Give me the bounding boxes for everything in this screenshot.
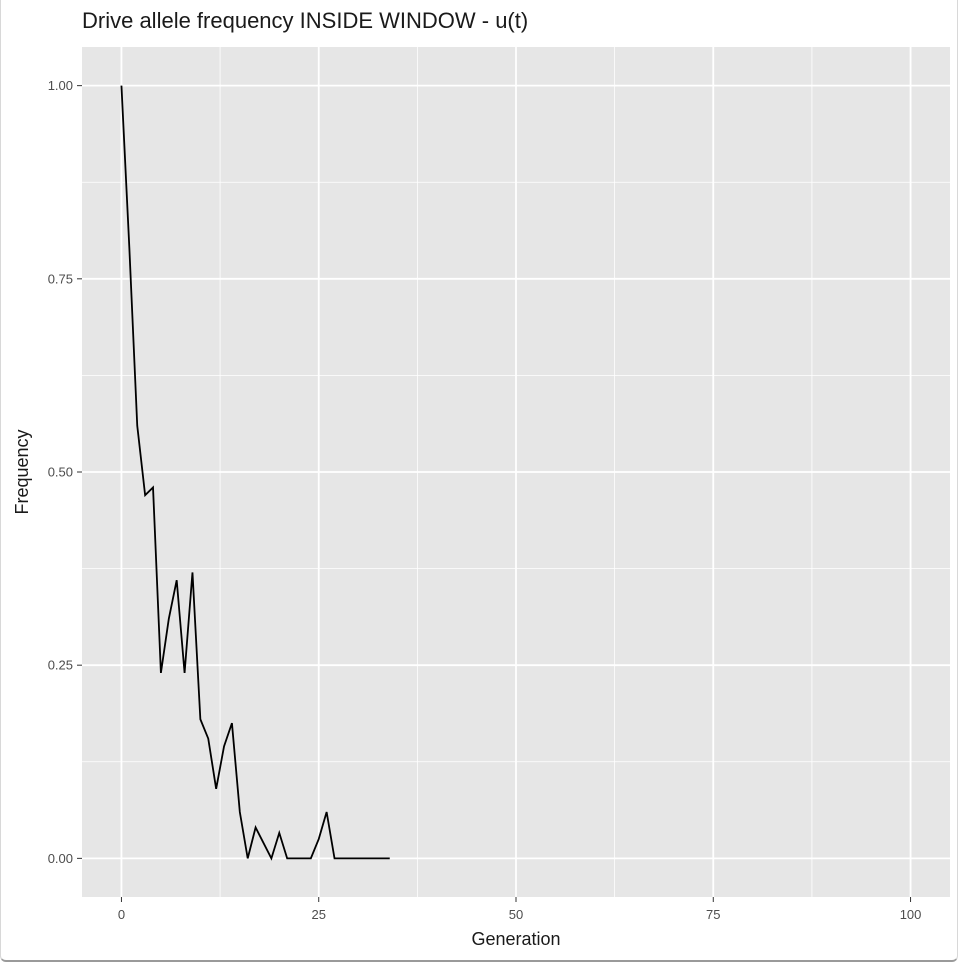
y-tick-label: 0.75 [48, 271, 73, 286]
x-tick-label: 25 [311, 907, 325, 922]
chart-title: Drive allele frequency INSIDE WINDOW - u… [82, 8, 528, 33]
x-tick-label: 50 [509, 907, 523, 922]
y-axis-title: Frequency [12, 429, 32, 514]
y-tick-label: 0.25 [48, 658, 73, 673]
x-tick-label: 100 [900, 907, 922, 922]
y-tick-label: 1.00 [48, 78, 73, 93]
y-tick-label: 0.50 [48, 465, 73, 480]
series-line [120, 85, 390, 861]
x-tick-label: 0 [118, 907, 125, 922]
series-layer [120, 85, 390, 861]
x-axis-title: Generation [471, 929, 560, 949]
grid-major [82, 47, 950, 897]
x-axis: 0 25 50 75 100 [118, 897, 922, 922]
y-axis: 0.00 0.25 0.50 0.75 1.00 [48, 78, 82, 866]
x-tick-label: 75 [706, 907, 720, 922]
y-tick-label: 0.00 [48, 851, 73, 866]
